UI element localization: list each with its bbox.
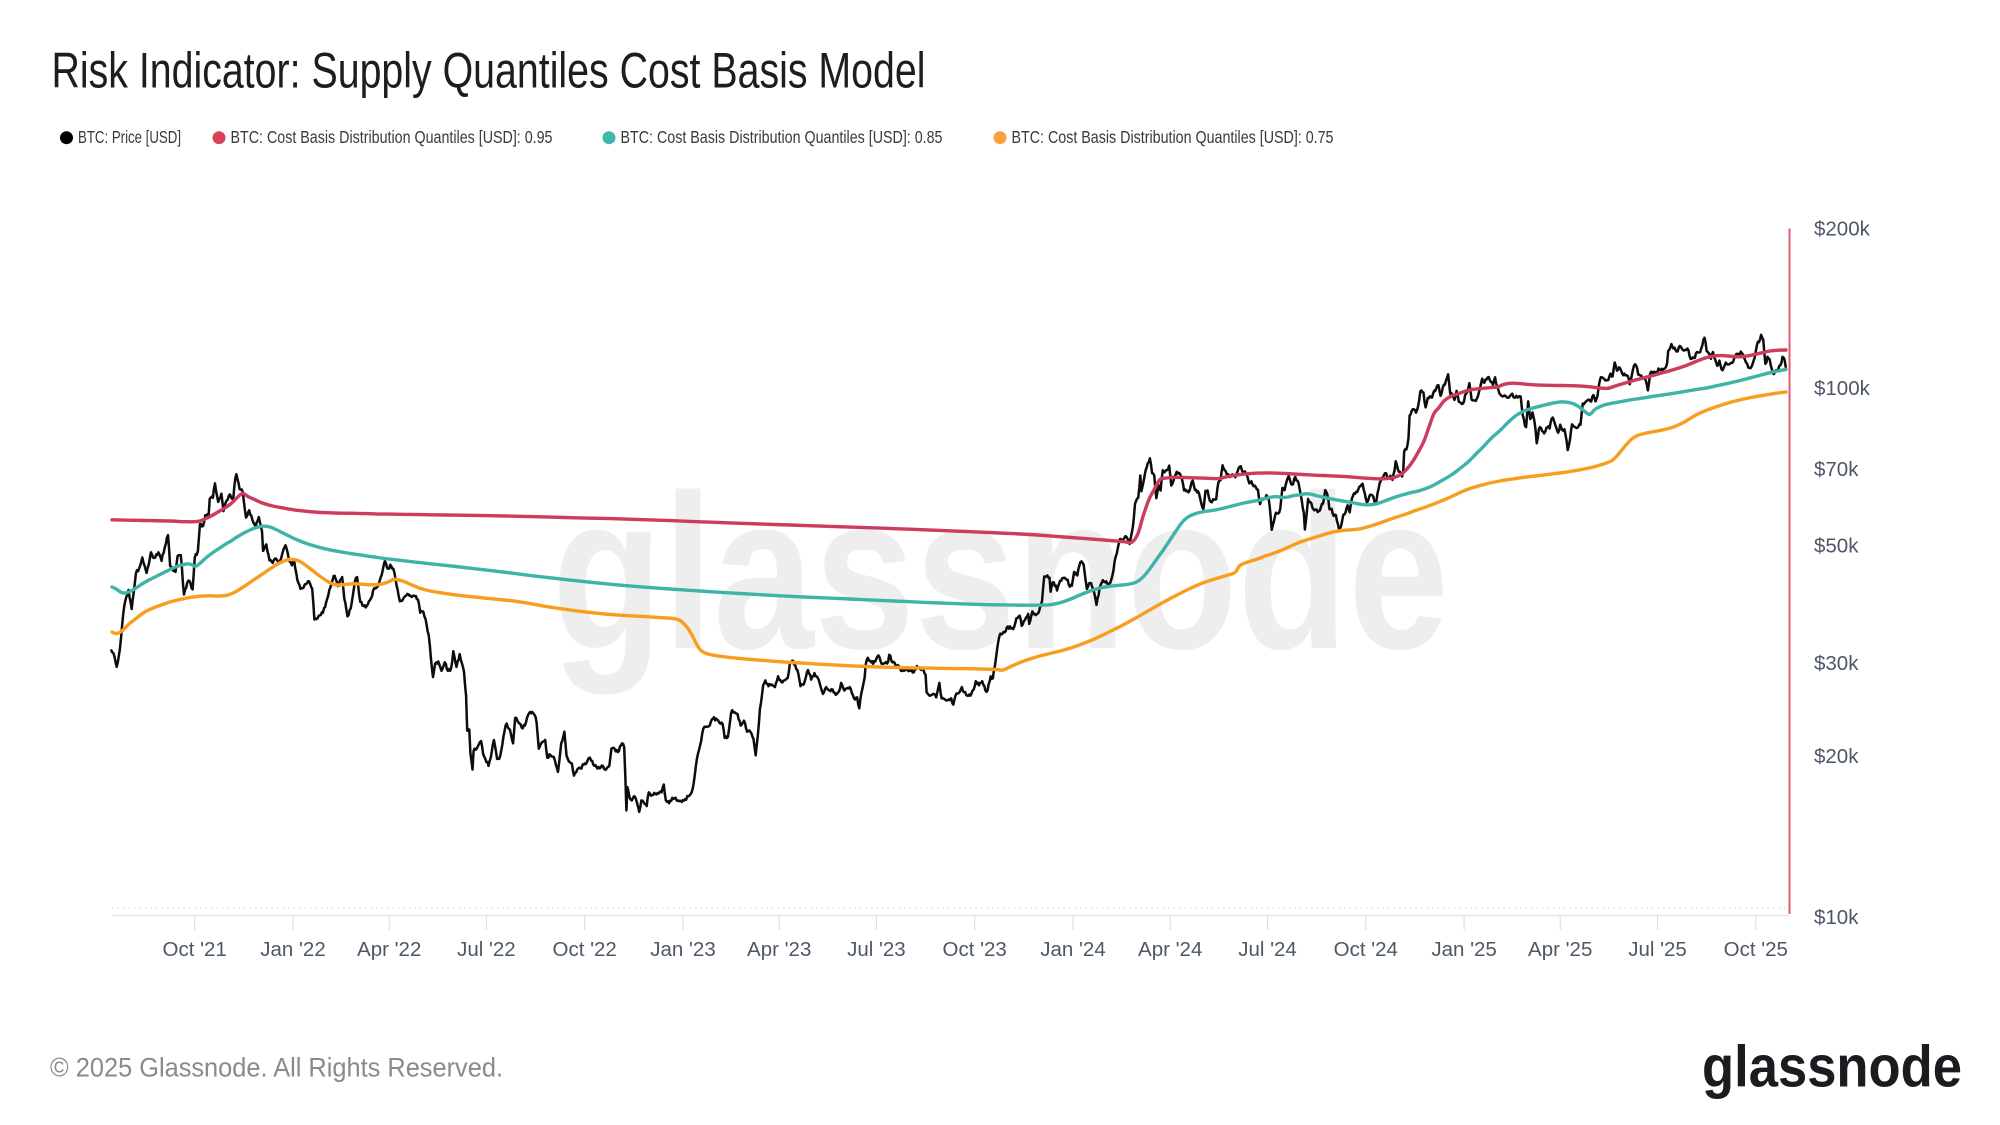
svg-text:BTC: Cost Basis Distribution Q: BTC: Cost Basis Distribution Quantiles [… [231,127,553,147]
svg-text:Apr '24: Apr '24 [1138,938,1202,961]
svg-text:glassnode: glassnode [552,449,1449,695]
svg-text:$200k: $200k [1814,218,1871,241]
svg-text:$30k: $30k [1814,652,1859,675]
svg-text:Apr '22: Apr '22 [357,938,421,961]
svg-text:$10k: $10k [1814,906,1859,929]
svg-text:Jul '25: Jul '25 [1628,938,1687,961]
svg-text:Oct '22: Oct '22 [553,938,617,961]
svg-text:Oct '24: Oct '24 [1334,938,1398,961]
svg-text:$50k: $50k [1814,534,1859,557]
svg-text:$100k: $100k [1814,377,1871,400]
svg-text:Apr '25: Apr '25 [1528,938,1592,961]
svg-text:Oct '23: Oct '23 [943,938,1007,961]
svg-text:Jul '24: Jul '24 [1238,938,1297,961]
svg-text:Jan '25: Jan '25 [1431,938,1496,961]
svg-text:glassnode: glassnode [1702,1035,1962,1100]
svg-text:Jul '22: Jul '22 [457,938,516,961]
svg-text:BTC: Cost Basis Distribution Q: BTC: Cost Basis Distribution Quantiles [… [621,127,943,147]
svg-text:Apr '23: Apr '23 [747,938,811,961]
svg-text:Risk Indicator: Supply Quantil: Risk Indicator: Supply Quantiles Cost Ba… [52,43,926,99]
svg-text:BTC: Cost Basis Distribution Q: BTC: Cost Basis Distribution Quantiles [… [1012,127,1334,147]
svg-text:$20k: $20k [1814,745,1859,768]
svg-text:Oct '21: Oct '21 [163,938,227,961]
svg-text:Jan '22: Jan '22 [260,938,325,961]
svg-text:© 2025 Glassnode. All Rights R: © 2025 Glassnode. All Rights Reserved. [50,1052,503,1082]
svg-text:Oct '25: Oct '25 [1724,938,1788,961]
svg-text:Jan '23: Jan '23 [650,938,715,961]
svg-text:BTC: Price [USD]: BTC: Price [USD] [78,127,181,147]
svg-text:$70k: $70k [1814,458,1859,481]
svg-text:Jan '24: Jan '24 [1040,938,1105,961]
svg-text:Jul '23: Jul '23 [847,938,906,961]
